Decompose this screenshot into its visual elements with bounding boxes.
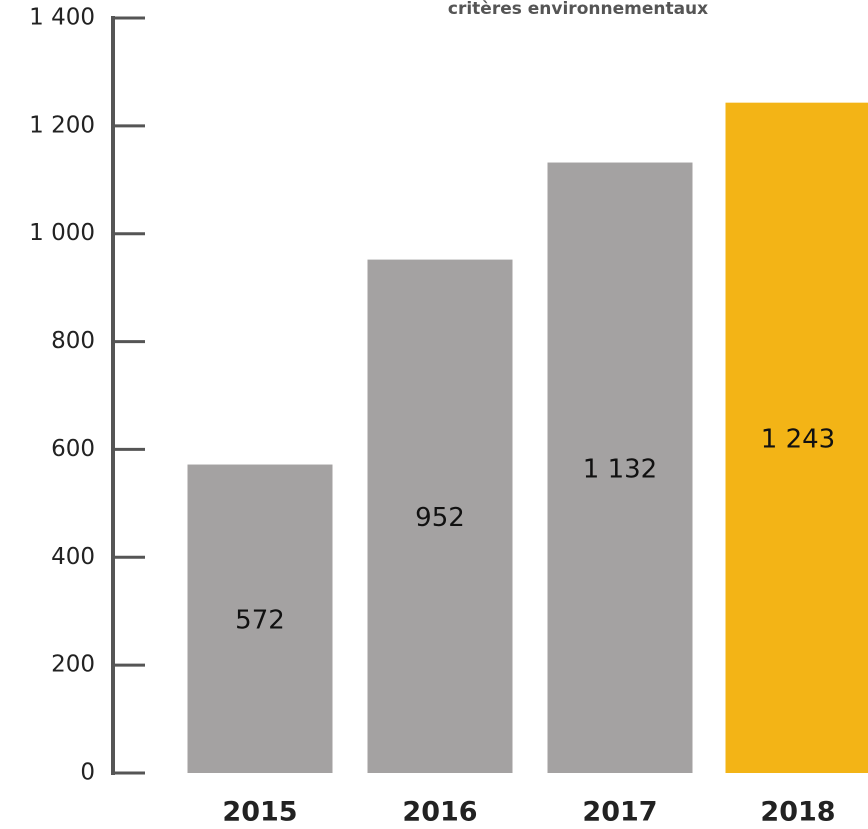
value-label: 1 243 bbox=[761, 424, 835, 454]
y-tick-label: 200 bbox=[51, 652, 95, 678]
y-tick-label: 1 400 bbox=[29, 5, 95, 31]
y-tick-label: 0 bbox=[80, 760, 95, 786]
x-tick-label: 2015 bbox=[222, 797, 297, 828]
bar bbox=[725, 102, 868, 774]
value-label: 572 bbox=[235, 605, 285, 635]
x-tick-label: 2018 bbox=[760, 797, 835, 828]
y-tick-label: 1 000 bbox=[29, 220, 95, 246]
x-tick-label: 2016 bbox=[402, 797, 477, 828]
bar bbox=[367, 259, 513, 774]
chart-title: critères environnementaux bbox=[448, 0, 708, 19]
y-tick-label: 1 200 bbox=[29, 112, 95, 138]
bar bbox=[547, 162, 693, 773]
bar bbox=[187, 464, 333, 773]
value-label: 952 bbox=[415, 503, 465, 533]
value-label: 1 132 bbox=[583, 454, 657, 484]
y-tick-label: 800 bbox=[51, 328, 95, 354]
y-tick-label: 600 bbox=[51, 436, 95, 462]
y-tick-label: 400 bbox=[51, 544, 95, 570]
x-tick-label: 2017 bbox=[582, 797, 657, 828]
